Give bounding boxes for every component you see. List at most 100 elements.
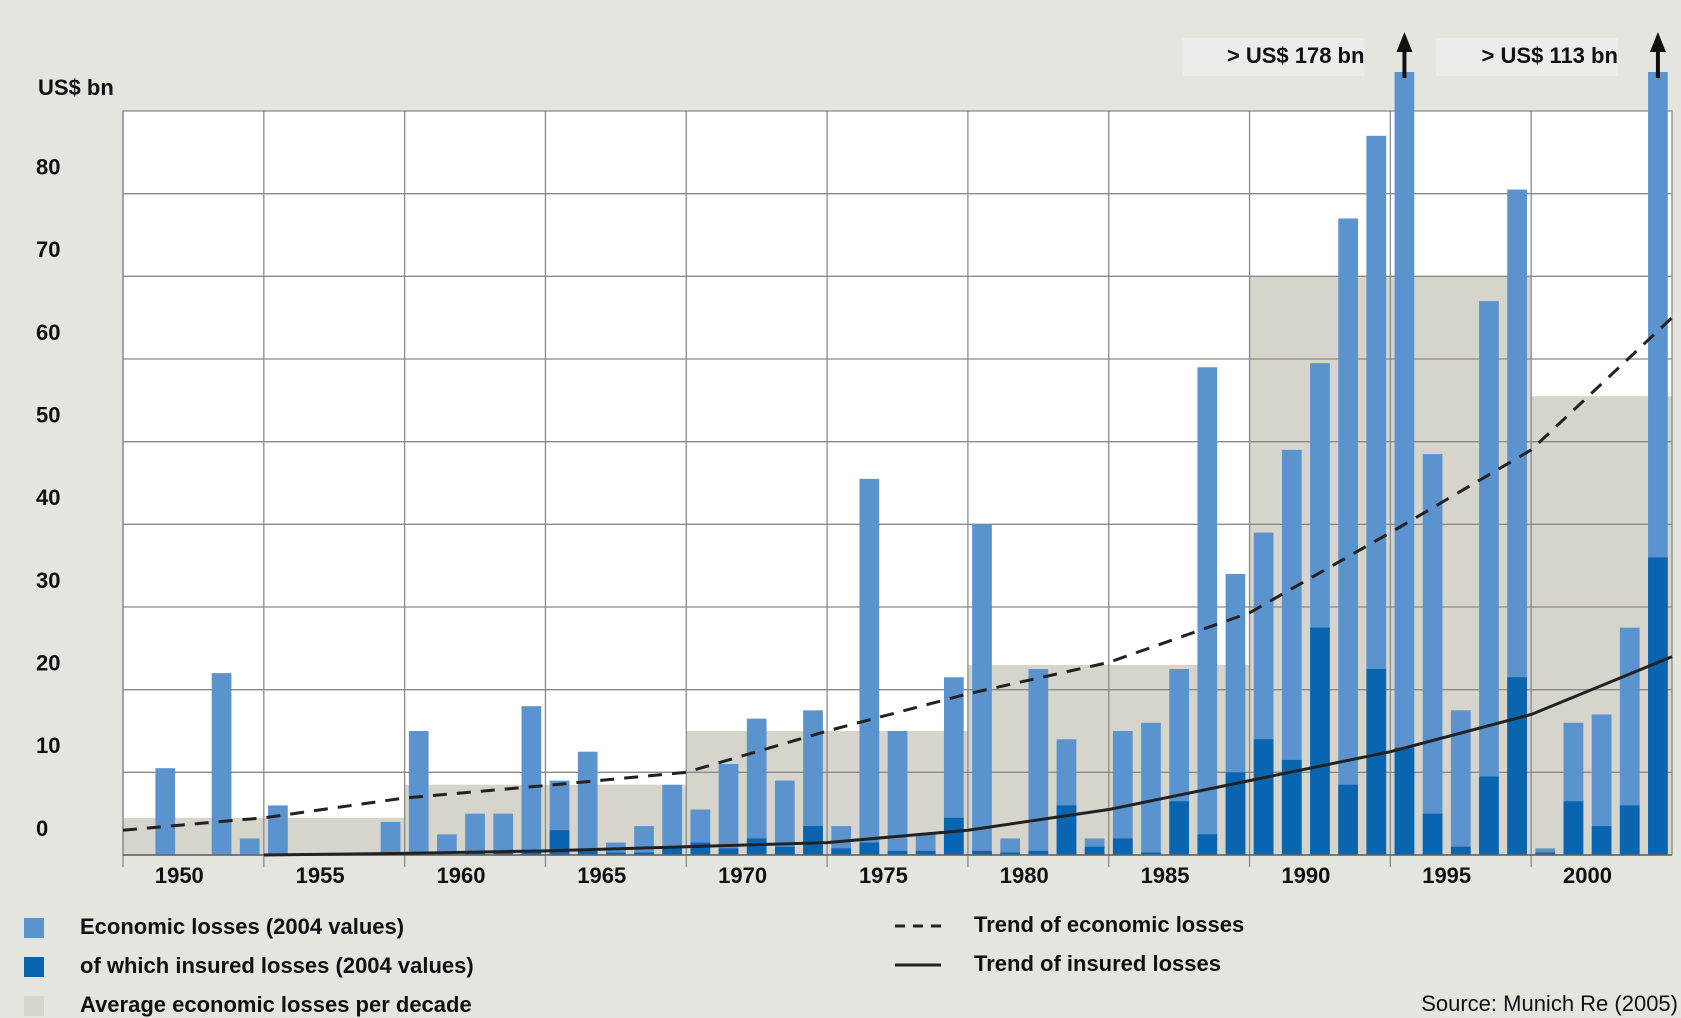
insured-bar xyxy=(1591,826,1612,855)
economic-bar xyxy=(521,706,542,855)
insured-bar xyxy=(1028,850,1049,855)
annotation: > US$ 113 bn xyxy=(1482,43,1618,68)
insured-bar xyxy=(577,850,598,855)
annotation: > US$ 178 bn xyxy=(1227,43,1365,68)
insured-bar xyxy=(662,846,683,855)
y-tick-label: 0 xyxy=(36,816,48,841)
economic-bar xyxy=(211,673,232,855)
insured-bar xyxy=(1619,805,1640,855)
economic-bar xyxy=(577,751,598,855)
economic-bar xyxy=(1591,714,1612,855)
insured-trend-line xyxy=(263,655,1673,857)
y-tick-label: 60 xyxy=(36,320,60,345)
insured-bar xyxy=(1197,834,1218,855)
y-tick-label: 20 xyxy=(36,650,60,675)
insured-bar xyxy=(549,830,570,855)
insured-bar xyxy=(1535,852,1556,855)
economic-bar xyxy=(1028,669,1049,855)
economic-bar xyxy=(774,780,795,855)
x-tick-label: 1960 xyxy=(436,863,485,888)
economic-bar xyxy=(859,478,880,855)
insured-bar xyxy=(465,852,485,855)
economic-bar xyxy=(268,805,288,855)
economic-bar xyxy=(1535,848,1556,855)
arrow-head xyxy=(1649,32,1666,52)
y-tick-label: 80 xyxy=(36,154,60,179)
economic-bar xyxy=(493,813,514,855)
insured-bar xyxy=(1338,784,1358,855)
economic-bar xyxy=(634,826,654,855)
legend-swatch xyxy=(24,996,44,1016)
insured-bar xyxy=(746,838,767,855)
economic-bar xyxy=(1450,710,1471,855)
insured-bar xyxy=(831,848,852,855)
insured-bar xyxy=(943,817,964,855)
economic-bar xyxy=(1394,72,1415,855)
insured-bar xyxy=(859,842,880,855)
economic-bar xyxy=(408,731,429,855)
bars xyxy=(155,72,1668,856)
insured-bar xyxy=(1112,838,1133,855)
source: Source: Munich Re (2005) xyxy=(1421,991,1678,1016)
x-tick-label: 1980 xyxy=(1000,863,1049,888)
legend-swatch xyxy=(24,957,44,977)
y-tick-label: 10 xyxy=(36,733,60,758)
insured-bar xyxy=(1563,801,1584,855)
economic-bar xyxy=(1619,627,1640,855)
insured-bar xyxy=(1056,805,1077,855)
arrow-head xyxy=(1396,32,1413,52)
x-tick-label: 1970 xyxy=(718,863,767,888)
insured-bar xyxy=(1310,627,1330,855)
economic-bar xyxy=(1479,301,1499,856)
insured-bar xyxy=(1450,846,1471,855)
economic-bar xyxy=(465,813,485,855)
legend-swatch xyxy=(24,918,44,938)
insured-bar xyxy=(803,826,823,855)
insured-bar xyxy=(774,846,795,855)
insured-bar xyxy=(1507,677,1527,855)
economic-bar xyxy=(1000,838,1021,855)
economic-bar xyxy=(437,834,457,855)
economic-bar xyxy=(662,784,683,855)
economic-bar xyxy=(380,821,401,855)
legend-label: Economic losses (2004 values) xyxy=(80,914,404,939)
economic-bar xyxy=(1141,722,1161,855)
economic-bar xyxy=(1422,454,1443,855)
x-tick-label: 1995 xyxy=(1422,863,1471,888)
x-tick-label: 1955 xyxy=(296,863,345,888)
y-tick-label: 70 xyxy=(36,237,60,262)
x-tick-label: 1965 xyxy=(577,863,626,888)
legend-label: Average economic losses per decade xyxy=(80,992,472,1017)
insured-bar xyxy=(1141,852,1161,855)
insured-bar xyxy=(972,850,992,855)
annotation-box xyxy=(1435,38,1618,76)
legend-label: Trend of economic losses xyxy=(974,912,1244,937)
insured-bar xyxy=(690,842,711,855)
x-tick-label: 2000 xyxy=(1563,863,1612,888)
insured-bar xyxy=(1422,813,1443,855)
insured-bar xyxy=(1648,557,1668,855)
insured-bar xyxy=(1366,669,1387,855)
insured-bar xyxy=(1253,739,1274,855)
insured-bar xyxy=(718,848,739,855)
x-tick-label: 1990 xyxy=(1281,863,1330,888)
insured-bar xyxy=(1225,772,1246,855)
insured-bar xyxy=(1084,846,1105,855)
y-axis-label: US$ bn xyxy=(38,75,114,100)
y-tick-label: 30 xyxy=(36,568,60,593)
economic-bar xyxy=(1197,367,1218,855)
economic-bar xyxy=(718,764,739,855)
economic-bar xyxy=(887,731,908,855)
x-tick-label: 1950 xyxy=(155,863,204,888)
economic-bar xyxy=(746,718,767,855)
insured-bar xyxy=(1394,747,1415,855)
legend-label: of which insured losses (2004 values) xyxy=(80,953,474,978)
economic-bar xyxy=(915,834,936,855)
y-tick-label: 50 xyxy=(36,402,60,427)
legend-label: Trend of insured losses xyxy=(974,951,1221,976)
economic-bar xyxy=(1338,218,1358,855)
economic-bar xyxy=(1112,731,1133,855)
x-tick-label: 1985 xyxy=(1141,863,1190,888)
insured-bar xyxy=(1281,759,1302,855)
